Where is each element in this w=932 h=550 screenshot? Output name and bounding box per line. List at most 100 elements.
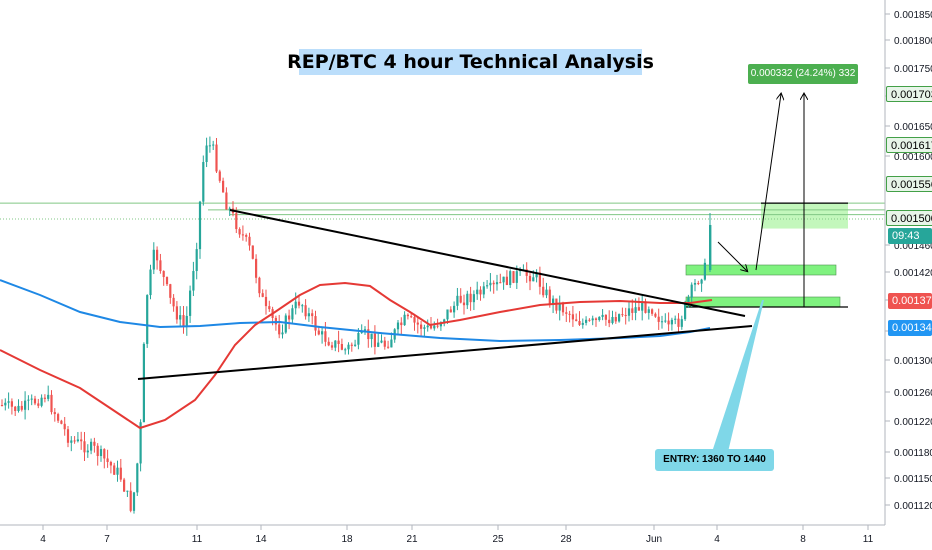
candle-body [542,286,545,296]
candle-body [627,308,631,316]
candle-body [205,145,208,163]
candle-body [238,229,241,235]
candle-body [581,322,584,325]
candlesticks [0,136,712,514]
candle-body [109,461,112,466]
candle-body [321,331,324,335]
candle-body [43,397,46,399]
arrow-target [755,94,781,271]
price-tick-label: 0.001220 [894,417,932,428]
candle-body [660,321,664,323]
candle-body [677,318,680,327]
candle-body [268,306,271,310]
candle-body [344,349,347,351]
time-tick-label: Jun [646,534,662,545]
candle-body [462,302,466,306]
candle-body [466,293,469,306]
candle-body [235,213,238,230]
triangle-pattern [137,209,764,452]
candle-body [57,414,60,421]
candle-body [324,331,327,342]
candle-body [297,301,301,306]
candle-body [301,305,304,307]
candle-body [198,201,202,250]
resistance-zone-box [685,264,837,276]
candle-body [565,312,568,314]
candle-body [373,333,376,347]
candle-body [400,322,403,326]
candle-body [703,262,706,280]
candle-body [7,401,10,403]
candle-body [611,317,614,324]
candle-body [472,294,475,303]
candle-body [132,492,136,511]
candle-body [709,225,712,270]
candle-body [182,315,185,327]
candle-body [4,402,7,406]
candle-body [449,309,452,313]
candle-body [495,282,499,285]
triangle-upper-line [229,209,746,317]
candle-body [225,192,228,210]
candle-body [601,314,604,317]
candle-body [47,394,50,399]
candle-body [33,398,37,404]
candle-body [575,319,578,322]
candle-body [222,180,225,193]
candle-body [598,316,601,321]
candle-body [684,301,687,320]
candle-body [159,260,162,272]
candle-body [670,319,673,325]
candle-body [126,490,129,492]
time-axis: 4 7 11 14 18 21 25 28 Jun 4 8 11 [40,525,874,545]
candle-body [146,295,149,344]
candle-body [436,325,439,327]
candle-body [172,297,175,307]
candle-body [189,290,192,316]
horizontal-levels [0,202,885,308]
candle-body [53,412,56,415]
candle-body [446,309,449,320]
candle-body [304,305,307,317]
candle-body [0,405,4,406]
candle-body [24,400,27,410]
time-tick-label: 21 [406,534,418,545]
moving-averages [0,279,713,430]
candle-body [327,341,330,346]
price-tick-label: 0.001300 [894,356,932,367]
candle-body [142,343,145,423]
candle-body [403,314,406,326]
candle-body [552,298,555,304]
price-tick-label: 0.001150 [894,474,932,485]
candle-body [179,315,182,320]
candle-body [215,144,218,172]
candle-body [350,344,353,346]
price-range-measure-label: 0.000332 (24.24%) 332 [748,64,858,84]
candle-body [568,313,571,315]
ema-red-tag: 0.001378 [888,293,932,309]
candle-body [700,279,703,284]
time-tick-label: 11 [192,534,203,545]
candle-body [30,398,33,400]
candle-body [680,319,683,327]
price-tick-label: 0.001420 [894,268,932,279]
candle-body [251,245,254,259]
ema-blue-line [0,279,711,343]
candle-body [195,249,198,272]
candle-body [96,445,99,457]
candle-body [307,313,310,317]
candle-body [489,282,492,286]
candle-body [261,293,264,297]
ema-blue-tag: 0.001340 [888,320,932,336]
candle-body [654,313,657,317]
time-tick-label: 14 [255,534,267,545]
candle-body [86,450,89,453]
candle-body [637,307,640,311]
candle-body [330,345,334,348]
candle-body [377,342,380,347]
candle-body [667,320,670,325]
candle-body [664,320,667,322]
candle-body [571,314,574,320]
